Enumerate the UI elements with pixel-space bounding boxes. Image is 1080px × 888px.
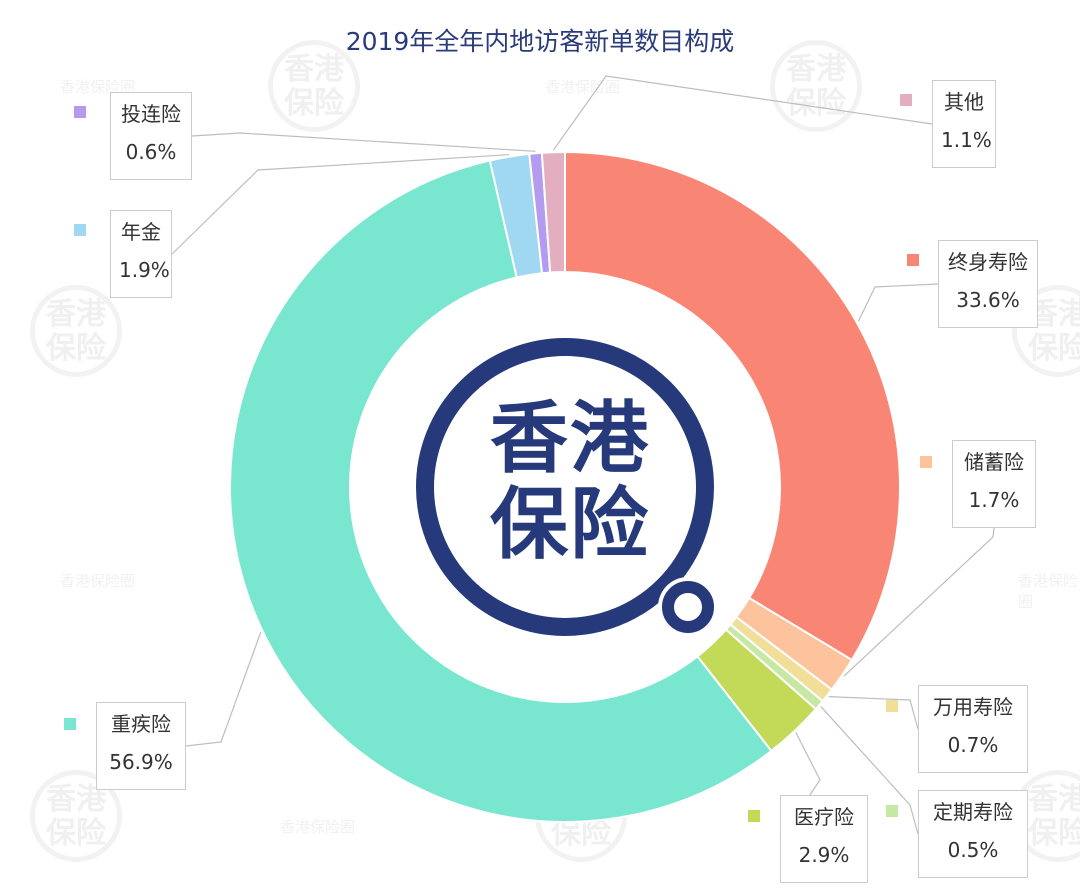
slice-name-label: 储蓄险 xyxy=(964,450,1024,474)
slice-label-box: 定期寿险 0.5% xyxy=(918,790,1028,878)
legend-swatch xyxy=(64,718,76,730)
slice-value-label: 1.1% xyxy=(941,128,992,152)
donut-slice-0 xyxy=(564,150,901,662)
watermark-badge: 香港保险 xyxy=(30,285,122,377)
legend-swatch xyxy=(886,805,898,817)
slice-label-box: 终身寿险 33.6% xyxy=(938,240,1038,328)
slice-name-label: 万用寿险 xyxy=(933,695,1013,719)
legend-swatch xyxy=(748,810,760,822)
slice-value-label: 56.9% xyxy=(109,750,173,774)
slice-value-label: 0.6% xyxy=(125,140,177,164)
leader-line-0 xyxy=(857,283,939,322)
leader-line-8 xyxy=(552,75,933,151)
leader-line-1 xyxy=(843,527,995,677)
watermark-badge: 香港保险 xyxy=(30,770,122,862)
legend-swatch xyxy=(900,94,912,106)
slice-name-label: 终身寿险 xyxy=(948,250,1028,274)
watermark-text: 香港保险圈 xyxy=(1018,572,1079,611)
center-logo-text: 香港 保险 xyxy=(465,396,675,568)
leader-line-6 xyxy=(171,154,510,255)
slice-value-label: 0.5% xyxy=(947,838,999,862)
slice-label-box: 重疾险 56.9% xyxy=(96,702,186,790)
watermark-badge: 香港保险 xyxy=(770,40,862,132)
legend-swatch xyxy=(886,700,898,712)
slice-value-label: 33.6% xyxy=(956,288,1020,312)
leader-line-5 xyxy=(185,631,262,747)
slice-label-box: 万用寿险 0.7% xyxy=(918,685,1028,773)
leader-line-2 xyxy=(828,696,919,730)
slice-label-box: 储蓄险 1.7% xyxy=(952,440,1036,528)
slice-label-box: 投连险 0.6% xyxy=(110,92,192,180)
center-logo-ring xyxy=(416,338,718,637)
legend-swatch xyxy=(74,106,86,118)
legend-swatch xyxy=(907,254,919,266)
leader-line-3 xyxy=(820,706,919,835)
logo-line-1: 香港 xyxy=(489,394,650,484)
slice-label-box: 医疗险 2.9% xyxy=(780,795,868,883)
leader-line-7 xyxy=(191,132,536,152)
slice-label-box: 年金 1.9% xyxy=(110,210,172,298)
slice-name-label: 重疾险 xyxy=(111,712,171,736)
slice-value-label: 2.9% xyxy=(798,843,850,867)
slice-value-label: 1.9% xyxy=(119,258,170,282)
watermark-text: 香港保险圈 xyxy=(60,572,136,590)
slice-label-box: 其他 1.1% xyxy=(932,80,996,168)
slice-name-label: 年金 xyxy=(121,220,161,244)
legend-swatch xyxy=(74,224,86,236)
donut-slice-8 xyxy=(540,150,566,274)
slice-name-label: 医疗险 xyxy=(794,805,854,829)
chart-title: 2019年全年内地访客新单数目构成 xyxy=(345,27,735,56)
watermark-badge: 香港保险 xyxy=(268,40,360,132)
slice-name-label: 投连险 xyxy=(121,102,181,126)
slice-name-label: 定期寿险 xyxy=(933,800,1013,824)
legend-swatch xyxy=(920,456,932,468)
slice-name-label: 其他 xyxy=(944,90,984,114)
slice-value-label: 1.7% xyxy=(968,488,1020,512)
watermark-text: 香港保险圈 xyxy=(60,78,136,96)
watermark-text: 香港保险圈 xyxy=(280,818,356,836)
slice-value-label: 0.7% xyxy=(947,733,999,757)
logo-line-2: 保险 xyxy=(489,480,650,570)
donut-slice-5 xyxy=(229,159,773,823)
